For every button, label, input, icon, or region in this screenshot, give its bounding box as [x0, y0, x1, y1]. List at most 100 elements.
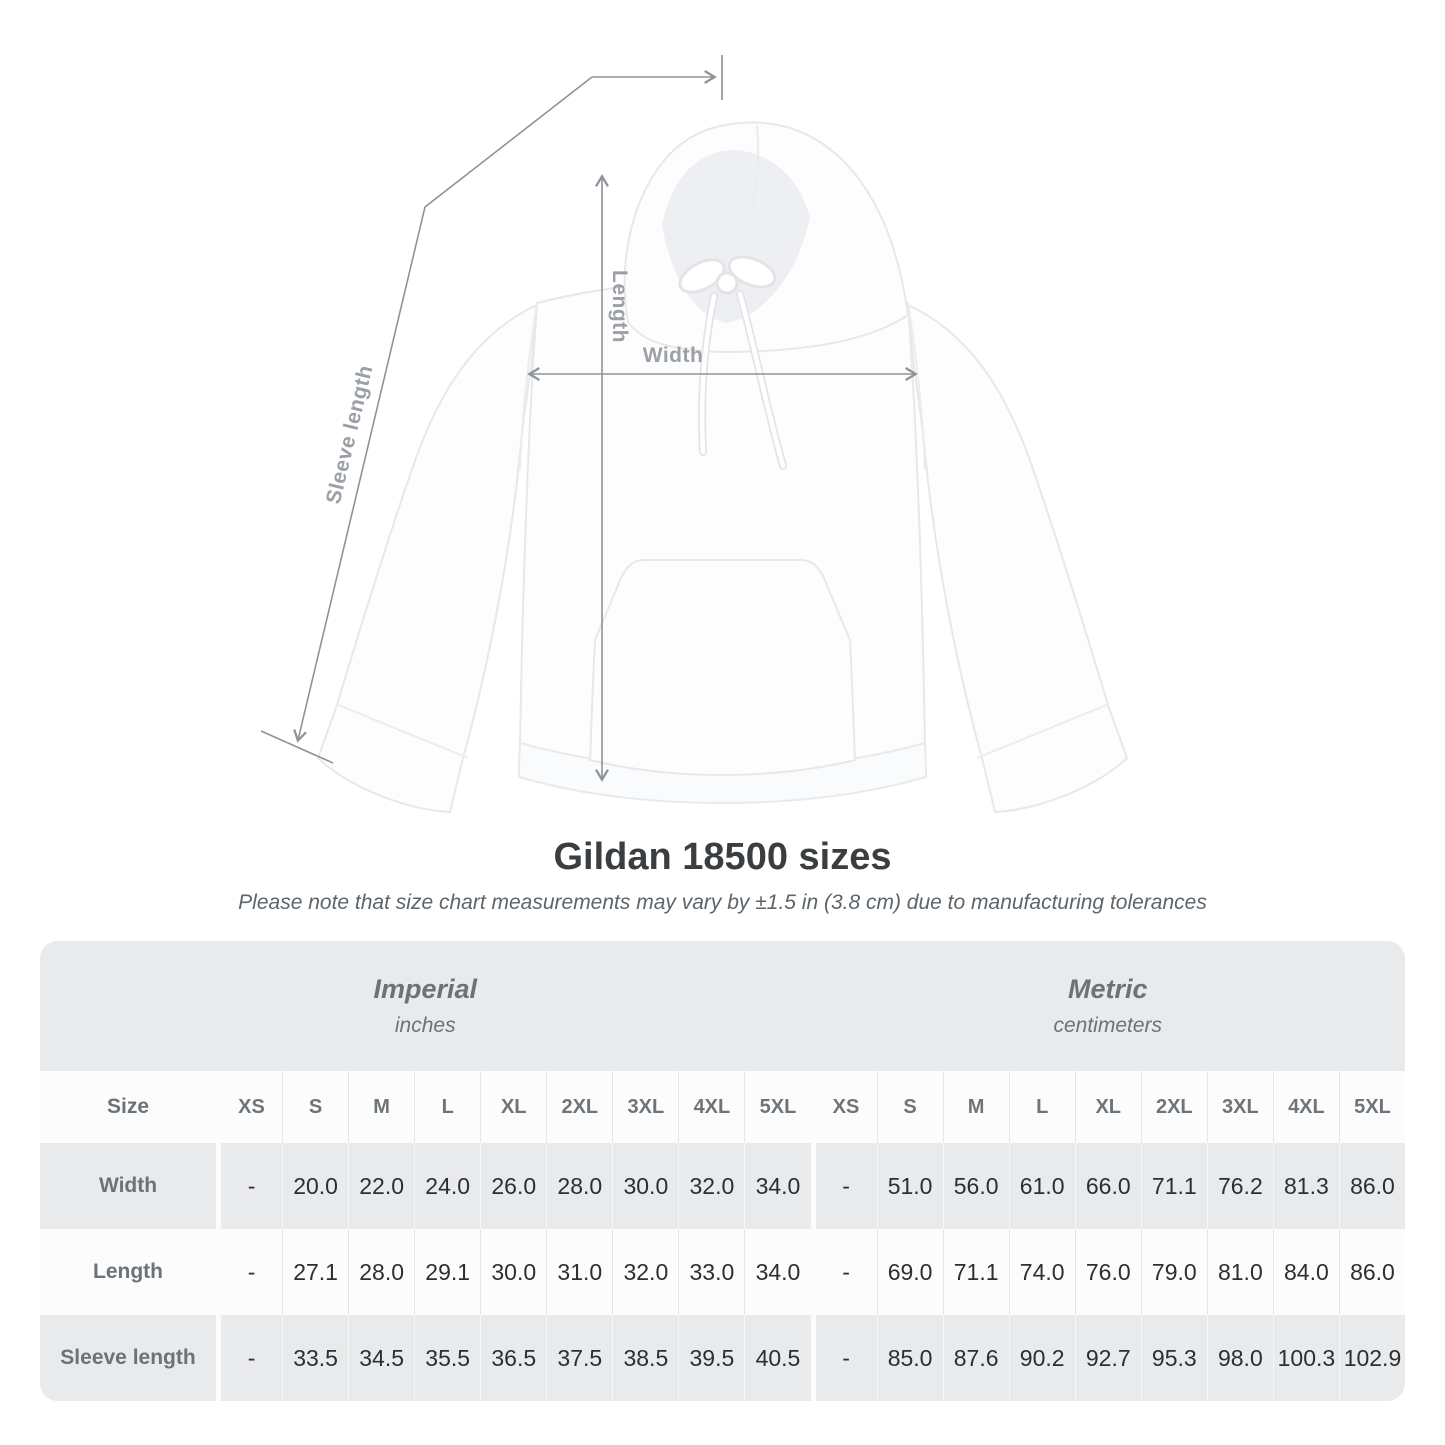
- size-col: XL: [480, 1071, 546, 1143]
- left-armhole-seam: [519, 302, 538, 471]
- length-label: Length: [608, 270, 631, 343]
- value-cell: 79.0: [1140, 1229, 1207, 1315]
- size-col: L: [1008, 1071, 1075, 1143]
- value-cell: 84.0: [1272, 1229, 1339, 1315]
- value-cell: 35.5: [414, 1315, 480, 1401]
- value-cell: 81.3: [1272, 1143, 1339, 1229]
- right-sleeve: [906, 303, 1129, 814]
- size-col: L: [414, 1071, 480, 1143]
- metric-section-name: Metric: [1067, 974, 1148, 1004]
- right-cuff-seam: [976, 703, 1110, 759]
- imperial-section-header: Imperial inches: [40, 941, 811, 1071]
- value-cell: 56.0: [942, 1143, 1009, 1229]
- size-col: M: [942, 1071, 1009, 1143]
- value-cell: 30.0: [480, 1229, 546, 1315]
- value-cell: 76.2: [1206, 1143, 1273, 1229]
- sleeve-length-arrow: [260, 55, 723, 764]
- value-cell: 28.0: [546, 1143, 612, 1229]
- metric-section-header: Metric centimeters: [811, 941, 1406, 1071]
- value-cell: 85.0: [876, 1315, 943, 1401]
- left-cuff-seam: [335, 703, 469, 759]
- page-title: Gildan 18500 sizes: [553, 836, 892, 878]
- value-cell: 71.1: [942, 1229, 1009, 1315]
- table-row-width: Width - 20.0 22.0 24.0 26.0 28.0 30.0 32…: [40, 1143, 1405, 1229]
- value-cell: 33.0: [678, 1229, 744, 1315]
- value-cell: 92.7: [1074, 1315, 1141, 1401]
- value-cell: 76.0: [1074, 1229, 1141, 1315]
- value-cell: 32.0: [678, 1143, 744, 1229]
- value-cell: 29.1: [414, 1229, 480, 1315]
- right-armhole-seam: [907, 302, 926, 471]
- imperial-section-name: Imperial: [373, 974, 478, 1004]
- value-cell: 61.0: [1008, 1143, 1075, 1229]
- size-col: 5XL: [744, 1071, 810, 1143]
- size-col: 3XL: [612, 1071, 678, 1143]
- metric-section-unit: centimeters: [1053, 1014, 1163, 1037]
- value-cell: 51.0: [876, 1143, 943, 1229]
- value-cell: 66.0: [1074, 1143, 1141, 1229]
- sleeve-length-label: Sleeve length: [322, 363, 377, 506]
- size-col: XS: [810, 1071, 877, 1143]
- size-col: 4XL: [1272, 1071, 1339, 1143]
- value-cell: 71.1: [1140, 1143, 1207, 1229]
- value-cell: 86.0: [1338, 1229, 1405, 1315]
- size-col: 2XL: [546, 1071, 612, 1143]
- value-cell: -: [216, 1229, 282, 1315]
- value-cell: 32.0: [612, 1229, 678, 1315]
- value-cell: 20.0: [282, 1143, 348, 1229]
- value-cell: 102.9: [1338, 1315, 1405, 1401]
- size-col: 5XL: [1338, 1071, 1405, 1143]
- value-cell: 31.0: [546, 1229, 612, 1315]
- value-cell: -: [810, 1229, 877, 1315]
- value-cell: 100.3: [1272, 1315, 1339, 1401]
- value-cell: 26.0: [480, 1143, 546, 1229]
- size-col: S: [282, 1071, 348, 1143]
- size-column-header: Size: [106, 1095, 150, 1118]
- width-label: Width: [643, 344, 704, 367]
- value-cell: 24.0: [414, 1143, 480, 1229]
- value-cell: 38.5: [612, 1315, 678, 1401]
- value-cell: 37.5: [546, 1315, 612, 1401]
- value-cell: 98.0: [1206, 1315, 1273, 1401]
- value-cell: 90.2: [1008, 1315, 1075, 1401]
- hood-top-seam: [750, 125, 760, 211]
- unit-section-row: Imperial inches Metric centimeters: [40, 941, 1405, 1071]
- value-cell: 95.3: [1140, 1315, 1207, 1401]
- hoodie-diagram-svg: Length Width Sleeve length: [260, 55, 1129, 814]
- hoodie-illustration: [316, 121, 1129, 814]
- imperial-section-unit: inches: [394, 1014, 456, 1037]
- row-label: Length: [93, 1260, 163, 1283]
- size-col: 3XL: [1206, 1071, 1273, 1143]
- value-cell: 27.1: [282, 1229, 348, 1315]
- size-col: M: [348, 1071, 414, 1143]
- size-col: XL: [1074, 1071, 1141, 1143]
- value-cell: 81.0: [1206, 1229, 1273, 1315]
- size-col: 2XL: [1140, 1071, 1207, 1143]
- value-cell: -: [216, 1315, 282, 1401]
- value-cell: 87.6: [942, 1315, 1009, 1401]
- size-header-row: Size XS S M L XL 2XL 3XL 4XL 5XL XS S M …: [40, 1071, 1405, 1143]
- value-cell: 34.0: [744, 1143, 810, 1229]
- value-cell: 69.0: [876, 1229, 943, 1315]
- table-row-sleeve-length: Sleeve length - 33.5 34.5 35.5 36.5 37.5…: [40, 1315, 1405, 1401]
- measurement-lines: [260, 55, 918, 782]
- value-cell: -: [216, 1143, 282, 1229]
- value-cell: 34.0: [744, 1229, 810, 1315]
- value-cell: 74.0: [1008, 1229, 1075, 1315]
- table-row-length: Length - 27.1 28.0 29.1 30.0 31.0 32.0 3…: [40, 1229, 1405, 1315]
- kangaroo-pocket: [588, 559, 857, 777]
- hoodie-measurement-diagram: Length Width Sleeve length: [260, 55, 1129, 814]
- size-table: Imperial inches Metric centimeters Size …: [40, 941, 1405, 1401]
- value-cell: 39.5: [678, 1315, 744, 1401]
- value-cell: 28.0: [348, 1229, 414, 1315]
- value-cell: 22.0: [348, 1143, 414, 1229]
- value-cell: 34.5: [348, 1315, 414, 1401]
- value-cell: 30.0: [612, 1143, 678, 1229]
- row-label: Width: [98, 1174, 158, 1197]
- value-cell: 40.5: [744, 1315, 810, 1401]
- tolerance-note: Please note that size chart measurements…: [238, 891, 1207, 914]
- size-col: 4XL: [678, 1071, 744, 1143]
- left-sleeve: [316, 303, 539, 814]
- value-cell: 36.5: [480, 1315, 546, 1401]
- size-col: XS: [216, 1071, 282, 1143]
